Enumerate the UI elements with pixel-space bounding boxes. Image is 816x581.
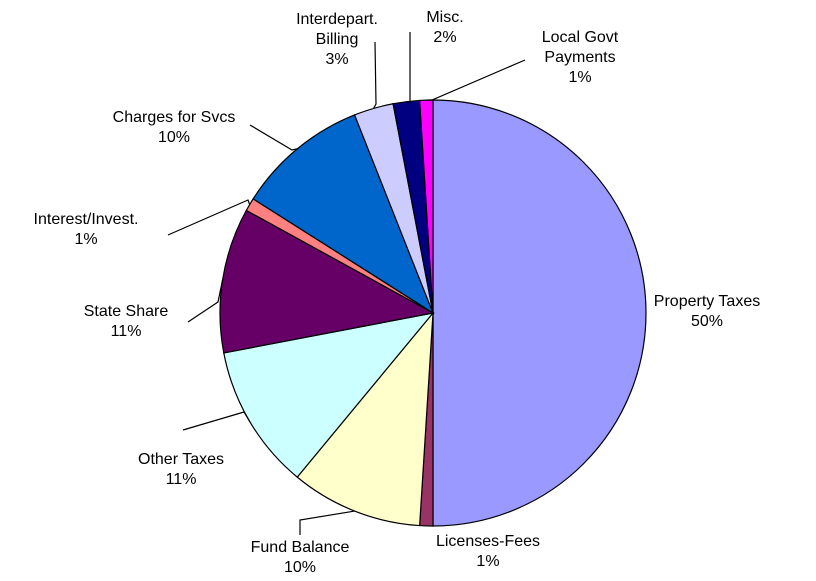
value-label: 50%	[690, 313, 724, 330]
slice-label: State Share 11%	[84, 302, 169, 342]
value-label: 3%	[325, 51, 349, 68]
leader-line	[182, 411, 251, 431]
value-label: 1%	[74, 231, 98, 248]
category-label: Property Taxes	[653, 293, 761, 310]
slice-label: Licenses-Fees 1%	[436, 532, 540, 572]
value-label: 10%	[157, 129, 191, 146]
value-label: 1%	[568, 69, 592, 86]
pie-slice	[223, 312, 435, 478]
pie-slice	[219, 209, 435, 354]
leader-line	[373, 41, 377, 109]
category-label: Interest/Invest.	[33, 211, 139, 228]
value-label: 1%	[476, 553, 500, 570]
category-label: Charges for Svcs	[112, 109, 236, 126]
slice-label: Other Taxes 11%	[138, 450, 224, 490]
category-label: Other Taxes	[138, 451, 224, 468]
leader-line	[426, 59, 526, 101]
slice-label: Charges for Svcs 10%	[113, 108, 236, 148]
pie-slice	[296, 311, 434, 527]
pie-slice	[432, 99, 647, 527]
leader-line	[406, 32, 411, 103]
category-label: Interdepart. Billing	[296, 11, 378, 48]
leader-line	[249, 124, 298, 151]
slice-label: Interdepart. Billing 3%	[287, 10, 387, 70]
value-label: 11%	[165, 471, 197, 488]
slice-label: Interest/Invest. 1%	[34, 210, 139, 250]
slice-label: Misc. 2%	[426, 8, 463, 48]
leader-line	[187, 279, 224, 323]
slice-label: Property Taxes 50%	[654, 292, 760, 332]
value-label: 10%	[283, 559, 317, 576]
value-label: 11%	[110, 323, 142, 340]
value-label: 2%	[433, 29, 457, 46]
category-label: Licenses-Fees	[435, 533, 541, 550]
category-label: Local Govt Payments	[541, 29, 619, 66]
slice-label: Local Govt Payments 1%	[530, 28, 630, 88]
leader-line	[299, 510, 355, 535]
category-label: State Share	[83, 303, 169, 320]
category-label: Misc.	[426, 9, 464, 26]
slice-label: Fund Balance 10%	[251, 538, 350, 578]
leader-line	[167, 199, 251, 236]
category-label: Fund Balance	[250, 539, 350, 556]
